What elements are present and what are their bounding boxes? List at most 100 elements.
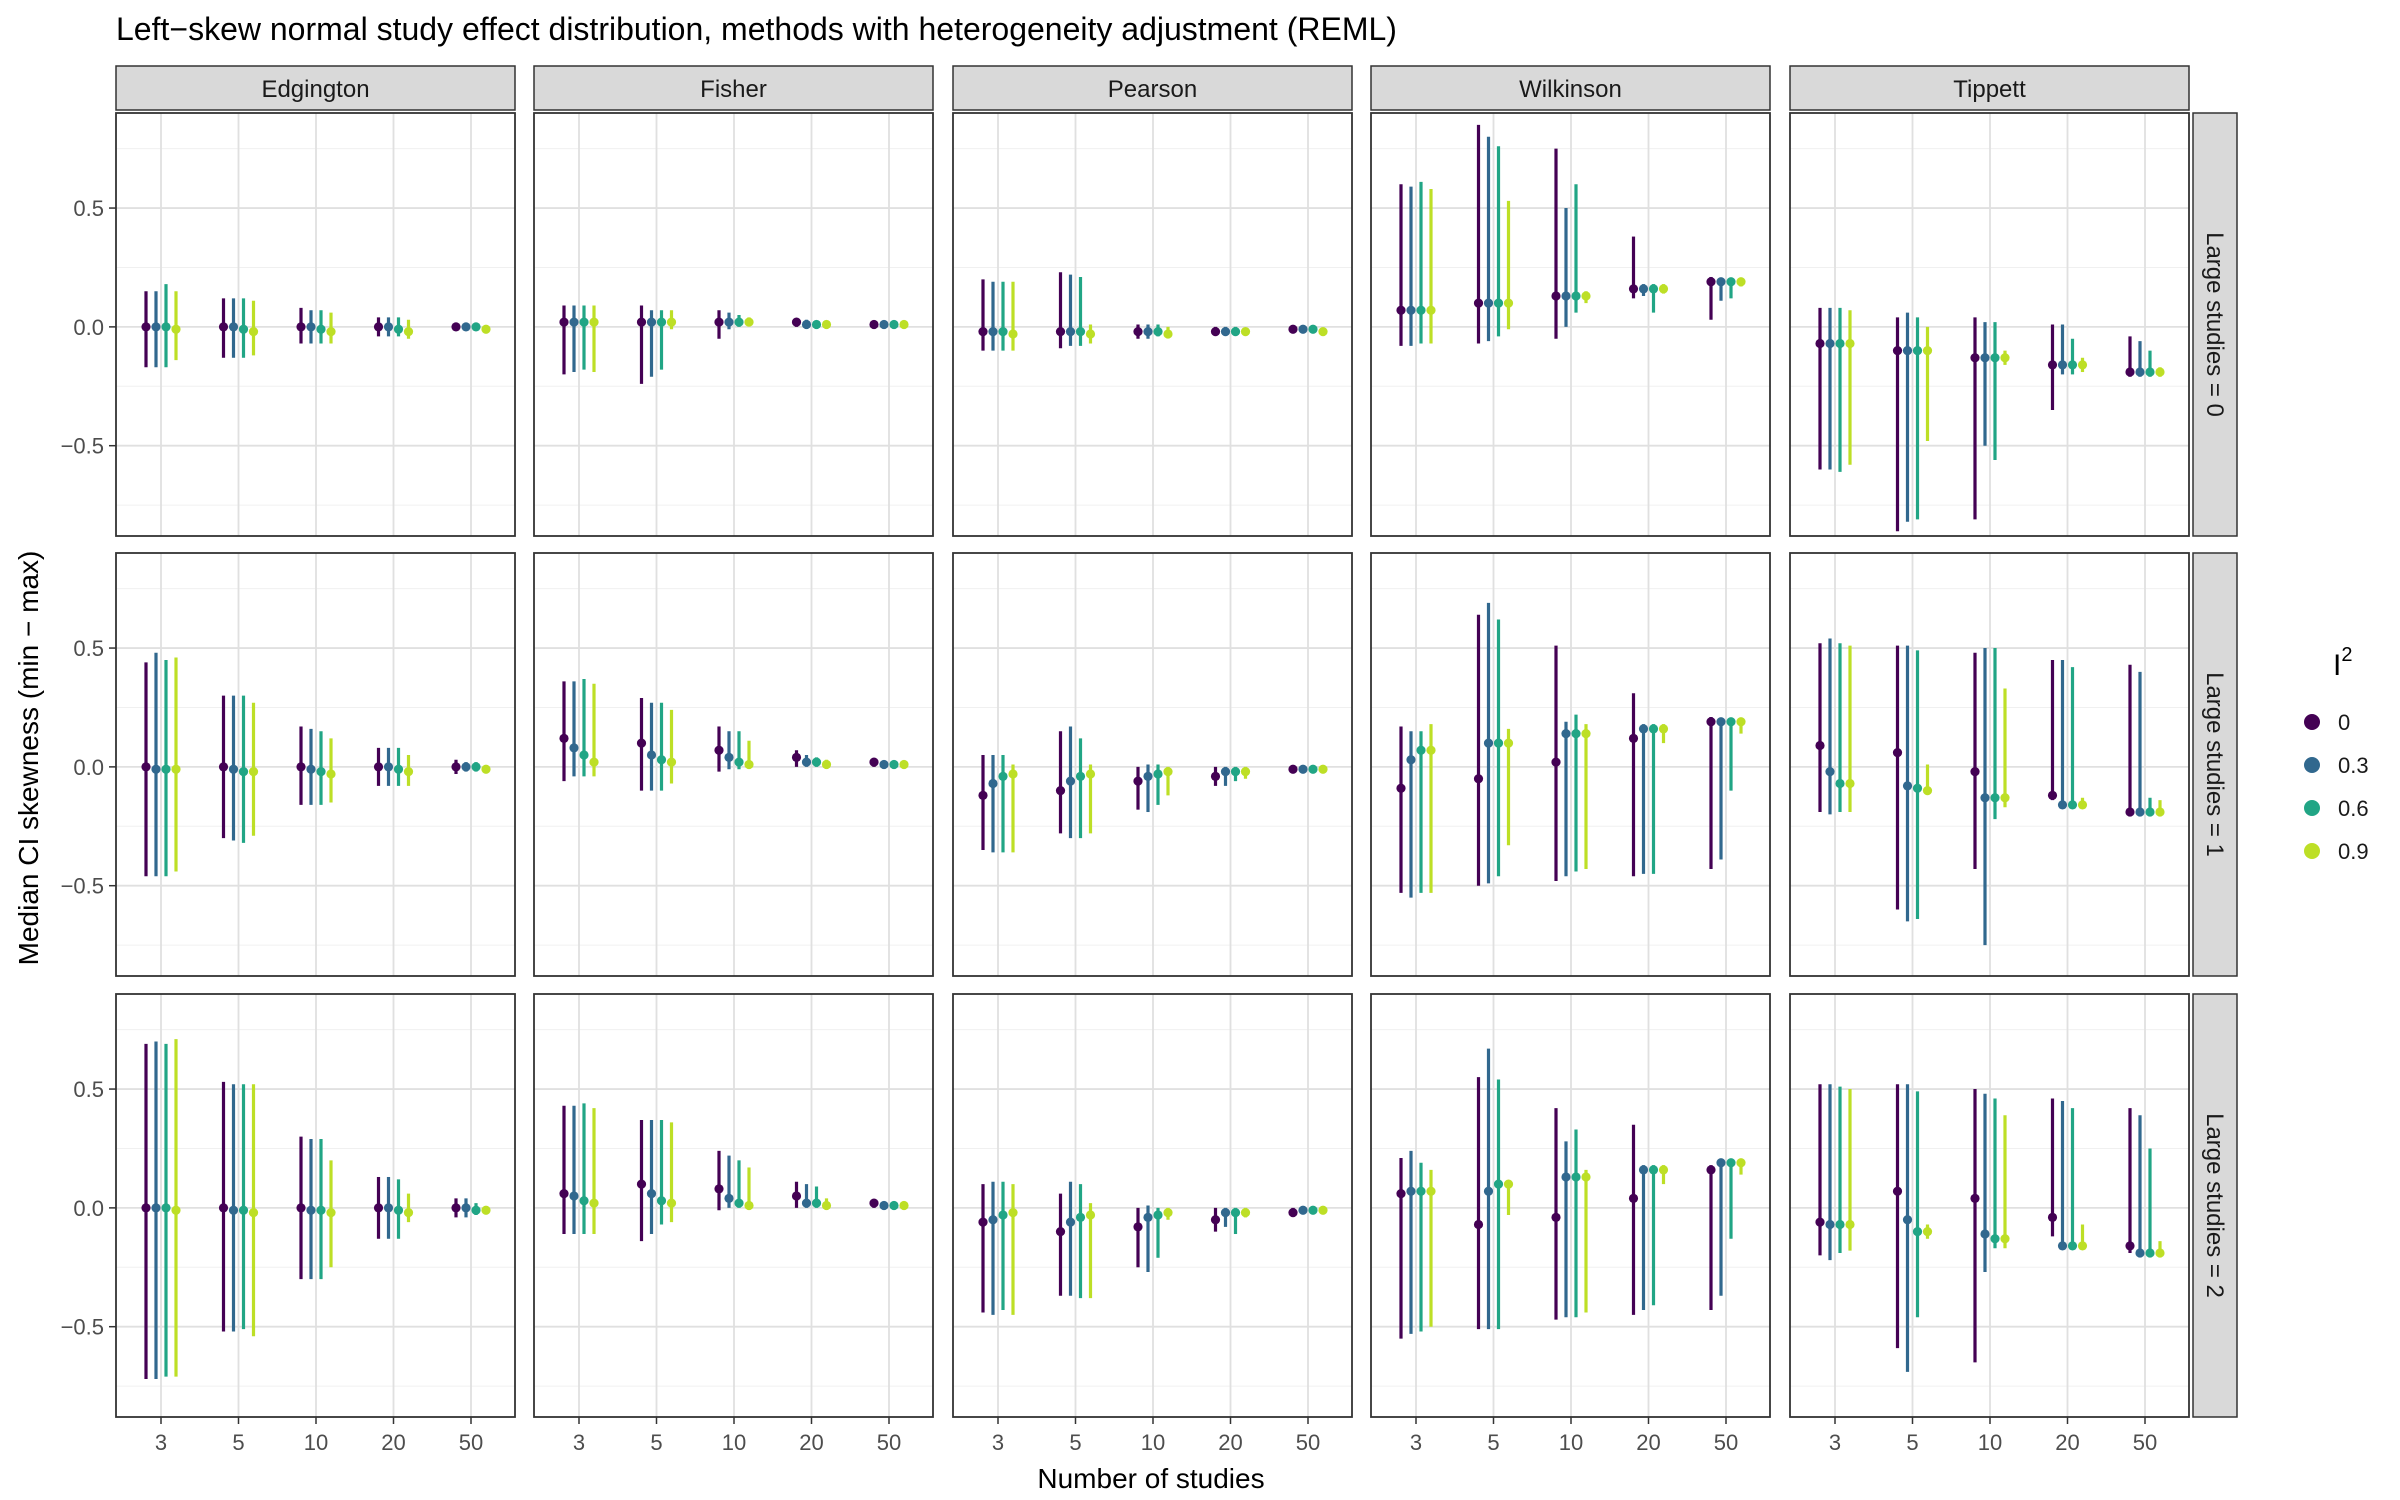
median-point (451, 762, 461, 772)
x-tick-label: 3 (573, 1430, 585, 1455)
median-point (1922, 786, 1933, 796)
median-point (1220, 1208, 1231, 1218)
row-strip-label: Large studies = 0 (2201, 232, 2228, 417)
median-point (471, 322, 481, 332)
legend-title-main: I (2333, 649, 2341, 682)
x-tick-label: 10 (722, 1430, 746, 1455)
median-point (1571, 1172, 1581, 1182)
median-point (1055, 1227, 1066, 1237)
median-point (1902, 1215, 1913, 1225)
legend-label: 0.6 (2338, 796, 2369, 821)
median-point (1396, 1189, 1406, 1199)
median-point (373, 322, 384, 332)
y-tick-label: 0.5 (73, 196, 104, 221)
median-point (316, 767, 326, 777)
median-point (1406, 305, 1416, 315)
median-point (579, 1196, 589, 1206)
x-tick-label: 3 (992, 1430, 1004, 1455)
median-point (2155, 367, 2165, 377)
x-tick-label: 5 (1487, 1430, 1499, 1455)
median-point (1230, 767, 1241, 777)
median-point (1143, 1212, 1153, 1222)
median-point (228, 1205, 239, 1215)
median-point (1638, 724, 1649, 734)
median-point (1815, 1217, 1825, 1227)
panel-wilkinson-row2: 3 5 10 20 50 (1370, 993, 1771, 1455)
median-point (1308, 1205, 1318, 1215)
median-point (393, 324, 404, 334)
median-point (1835, 778, 1845, 789)
median-point (326, 327, 336, 337)
legend-title-superscript: 2 (2341, 644, 2352, 666)
y-tick-label: 0.0 (73, 755, 104, 780)
median-point (1658, 724, 1669, 734)
median-point (2145, 1248, 2155, 1258)
median-point (1980, 353, 1990, 363)
median-point (1085, 1210, 1096, 1220)
median-point (1581, 291, 1591, 301)
median-point (724, 317, 734, 327)
median-point (1990, 1234, 2000, 1244)
median-point (1230, 327, 1241, 337)
median-point (2047, 360, 2058, 370)
median-point (451, 322, 461, 332)
median-point (1153, 769, 1163, 779)
median-point (1210, 327, 1221, 337)
median-point (879, 759, 889, 770)
median-point (306, 1205, 316, 1215)
median-point (2047, 1212, 2058, 1222)
median-point (228, 764, 239, 774)
median-point (734, 1198, 744, 1208)
median-point (451, 1203, 461, 1213)
legend-item: 0.6 (2304, 796, 2369, 821)
median-point (248, 767, 259, 777)
median-point (383, 762, 394, 772)
median-point (1288, 1208, 1298, 1218)
median-point (666, 757, 677, 767)
median-point (1220, 327, 1231, 337)
median-point (744, 1200, 754, 1211)
median-point (1561, 729, 1571, 739)
median-point (238, 324, 249, 334)
x-tick-label: 20 (381, 1430, 405, 1455)
median-point (1990, 793, 2000, 803)
median-point (238, 767, 249, 777)
facet-strip-label: Edgington (261, 76, 369, 103)
median-point (1970, 353, 1980, 363)
median-point (1551, 757, 1561, 767)
median-point (2067, 1241, 2078, 1251)
median-point (248, 327, 259, 337)
median-point (1912, 1227, 1923, 1237)
median-point (383, 1203, 394, 1213)
median-point (1892, 346, 1903, 356)
median-point (1143, 771, 1153, 781)
median-point (316, 1205, 326, 1215)
median-point (1153, 1210, 1163, 1220)
median-point (403, 1208, 414, 1218)
median-point (821, 1200, 832, 1211)
median-point (1065, 1217, 1076, 1227)
legend-swatch (2304, 843, 2320, 859)
median-point (1628, 284, 1639, 294)
median-point (1628, 733, 1639, 743)
median-point (734, 317, 744, 327)
median-point (306, 322, 316, 332)
median-point (2125, 367, 2135, 377)
median-point (151, 322, 161, 332)
x-tick-label: 50 (1296, 1430, 1320, 1455)
median-point (1503, 1179, 1514, 1189)
median-point (481, 764, 491, 774)
median-point (1902, 781, 1913, 791)
median-point (1892, 748, 1903, 758)
median-point (1706, 1165, 1716, 1175)
median-point (2077, 1241, 2088, 1251)
median-point (1736, 277, 1746, 287)
median-point (1658, 1165, 1669, 1175)
median-point (1825, 767, 1835, 777)
x-tick-label: 50 (1714, 1430, 1738, 1455)
legend-swatch (2304, 714, 2320, 730)
row-strip-2: Large studies = 2 (2192, 993, 2238, 1418)
median-point (1716, 1158, 1726, 1168)
median-point (238, 1205, 249, 1215)
median-point (218, 1203, 229, 1213)
